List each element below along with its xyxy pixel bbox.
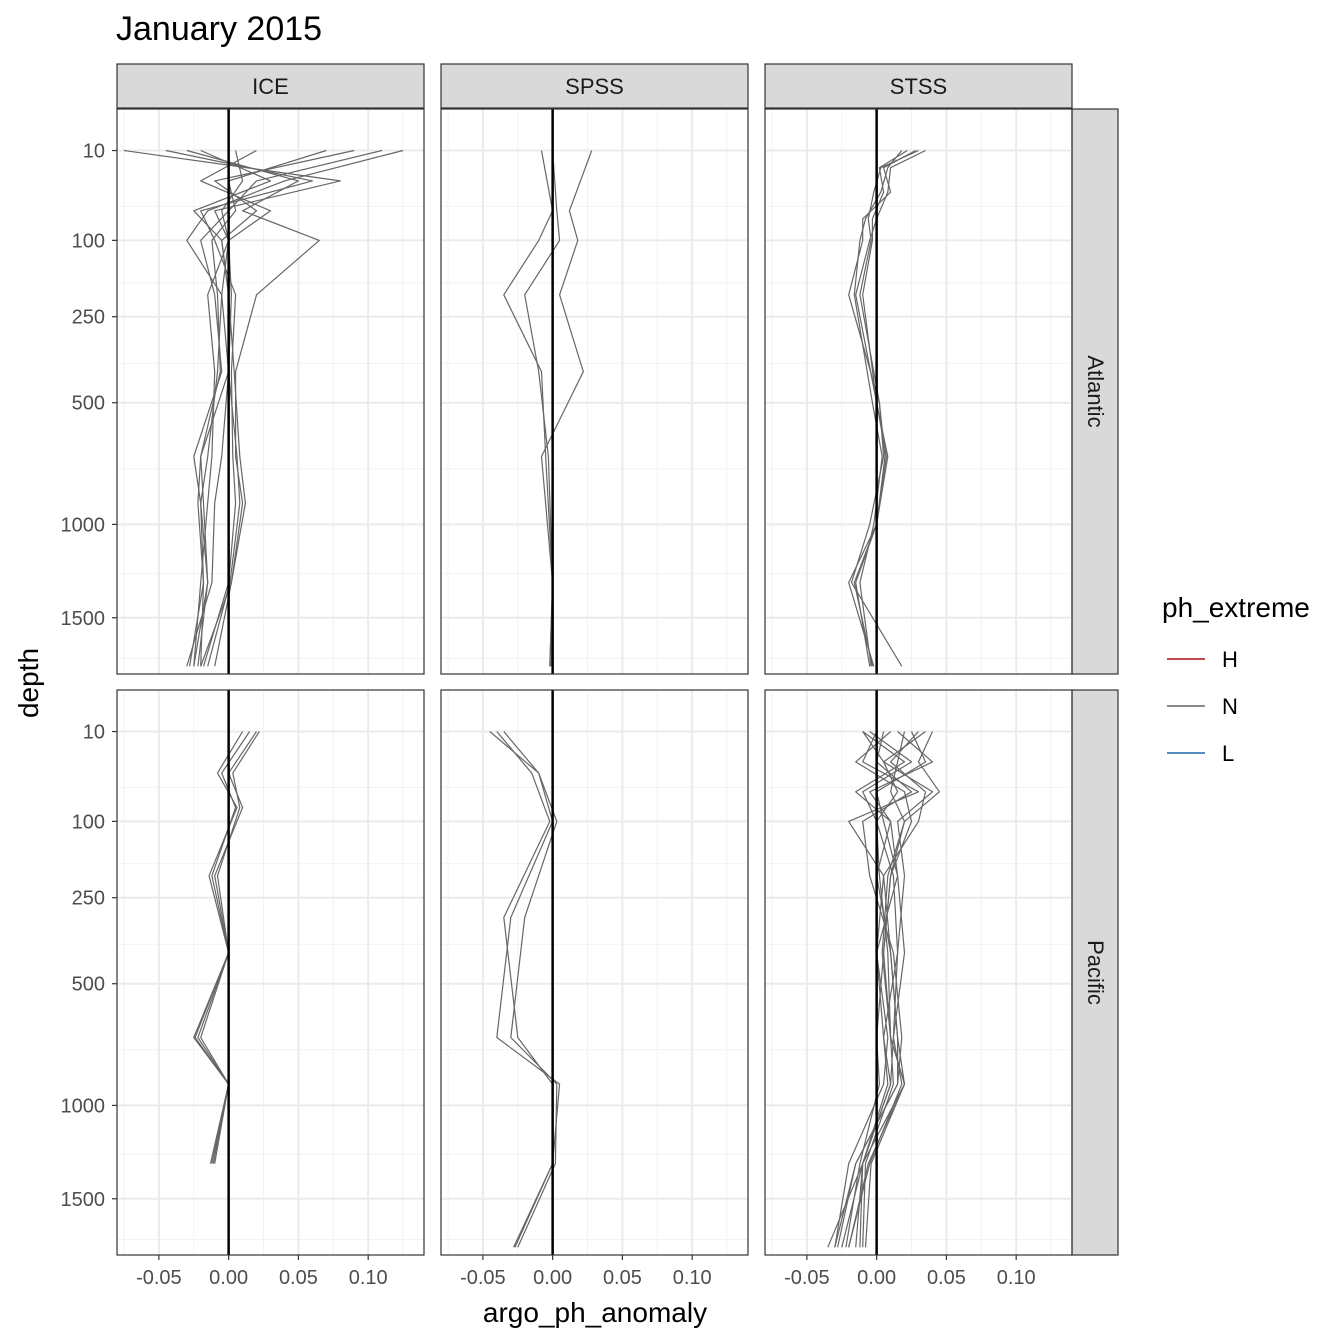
y-tick-label: 1000 (61, 1095, 106, 1117)
y-tick-label: 500 (72, 974, 105, 996)
panel-border (440, 108, 749, 675)
x-tick-label: -0.05 (784, 1267, 830, 1289)
panel-border (116, 689, 425, 1256)
series-line-2 (503, 731, 558, 1248)
series-line-3 (848, 149, 908, 667)
facet-strip-ice (116, 63, 425, 109)
legend-label-h: H (1222, 647, 1238, 672)
panel-border (764, 108, 1073, 675)
panels-layer: ICE SPSS STSSAtlanticPacific10100250500100… (61, 63, 1119, 1289)
series-line-7 (165, 149, 313, 667)
panel-border (764, 689, 1073, 1256)
x-tick-label: 0.10 (997, 1267, 1036, 1289)
y-tick-label: 1500 (61, 1189, 106, 1211)
x-tick-label: -0.05 (460, 1267, 506, 1289)
x-tick-label: 0.05 (927, 1267, 966, 1289)
facet-strip-stss (764, 63, 1073, 109)
facet-strip-label-ice: ICE (252, 74, 289, 99)
x-tick-label: 0.05 (279, 1267, 318, 1289)
panel-border (440, 689, 749, 1256)
series-line-2 (848, 149, 916, 667)
y-tick-label: 100 (72, 230, 105, 252)
x-tick-label: 0.10 (673, 1267, 712, 1289)
x-axis-title: argo_ph_anomaly (483, 1297, 707, 1328)
series-line-2 (123, 149, 341, 667)
series-line-2 (540, 150, 593, 667)
chart-title: January 2015 (116, 10, 322, 48)
y-axis-title: depth (13, 648, 44, 718)
legend-label-n: N (1222, 694, 1238, 719)
y-tick-label: 10 (83, 141, 105, 163)
series-line-7 (862, 731, 913, 1248)
facet-strip-spss (440, 63, 749, 109)
y-tick-label: 10 (83, 722, 105, 744)
panel-ice-atlantic: 10 100 250 500 1000 1500 (61, 108, 425, 675)
y-tick-label: 500 (72, 393, 105, 415)
panel-spss-atlantic (440, 108, 749, 675)
y-tick-label: 250 (72, 888, 105, 910)
y-tick-label: 250 (72, 307, 105, 329)
series-line-8 (193, 149, 272, 667)
series-line-9 (855, 731, 934, 1248)
series-line-5 (186, 149, 320, 667)
facet-strip-pacific (1071, 689, 1119, 1256)
series-line-10 (197, 149, 327, 667)
facet-strip-label-atlantic: Atlantic (1083, 355, 1108, 427)
x-tick-label: -0.05 (136, 1267, 182, 1289)
y-tick-label: 1500 (61, 608, 106, 630)
x-tick-label: 0.00 (533, 1267, 572, 1289)
panel-spss-pacific: -0.05 0.00 0.05 0.10 (440, 689, 749, 1289)
legend-title: ph_extreme (1162, 592, 1310, 623)
panel-stss-atlantic (764, 108, 1073, 675)
series-group (193, 731, 260, 1164)
series-line-11 (848, 731, 906, 1248)
y-tick-label: 1000 (61, 514, 106, 536)
x-tick-label: 0.10 (349, 1267, 388, 1289)
facet-strip-atlantic (1071, 108, 1119, 675)
x-tick-label: 0.00 (209, 1267, 248, 1289)
facet-strip-label-pacific: Pacific (1083, 940, 1108, 1005)
panel-ice-pacific: 10 100 250 500 1000 1500 -0.05 0.00 0.05 0.10 (61, 689, 425, 1289)
legend: HNL (1167, 647, 1238, 766)
legend-label-l: L (1222, 741, 1234, 766)
series-line-3 (186, 149, 404, 667)
series-line-4 (194, 731, 244, 1164)
facet-strip-label-spss: SPSS (565, 74, 624, 99)
y-tick-label: 100 (72, 811, 105, 833)
panel-border (116, 108, 425, 675)
facet-strip-label-stss: STSS (890, 74, 947, 99)
series-group (123, 149, 404, 667)
panel-stss-pacific: -0.05 0.00 0.05 0.10 (764, 689, 1073, 1289)
x-tick-label: 0.00 (857, 1267, 896, 1289)
x-tick-label: 0.05 (603, 1267, 642, 1289)
